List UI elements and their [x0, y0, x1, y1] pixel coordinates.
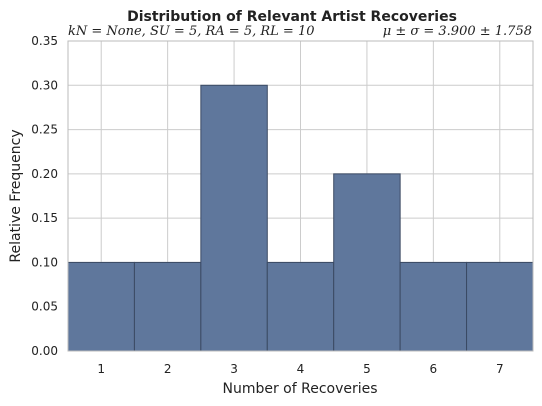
bars	[67, 84, 534, 352]
x-axis-label: Number of Recoveries	[222, 381, 377, 397]
y-tick-label: 0.30	[31, 78, 58, 92]
y-tick-label: 0.05	[31, 300, 58, 314]
bar-4	[266, 261, 335, 352]
bar-6	[399, 261, 468, 352]
y-axis-label: Relative Frequency	[8, 129, 24, 262]
x-tick-label: 3	[230, 362, 238, 376]
bar-1	[67, 261, 135, 352]
chart-subtitle-right: μ ± σ = 3.900 ± 1.758	[383, 24, 532, 39]
y-tick-label: 0.15	[31, 211, 58, 225]
chart-title: Distribution of Relevant Artist Recoveri…	[127, 9, 457, 25]
y-ticks: 0.00 0.05 0.10 0.15 0.20 0.25 0.30 0.35	[31, 34, 58, 358]
x-tick-label: 4	[297, 362, 305, 376]
x-ticks: 1 2 3 4 5 6 7	[97, 362, 503, 376]
bar-2	[133, 261, 202, 352]
x-tick-label: 6	[430, 362, 438, 376]
bar-3	[200, 84, 268, 352]
bar-5	[333, 173, 401, 352]
x-tick-label: 2	[164, 362, 172, 376]
y-tick-label: 0.25	[31, 123, 58, 137]
chart-subtitle-left: kN = None, SU = 5, RA = 5, RL = 10	[68, 24, 315, 39]
bar-7	[466, 261, 534, 352]
plot-frame	[67, 40, 534, 352]
y-tick-label: 0.35	[31, 34, 58, 48]
x-tick-label: 1	[97, 362, 105, 376]
y-tick-label: 0.20	[31, 167, 58, 181]
y-tick-label: 0.10	[31, 255, 58, 269]
x-tick-label: 5	[363, 362, 371, 376]
y-tick-label: 0.00	[31, 344, 58, 358]
x-tick-label: 7	[496, 362, 504, 376]
